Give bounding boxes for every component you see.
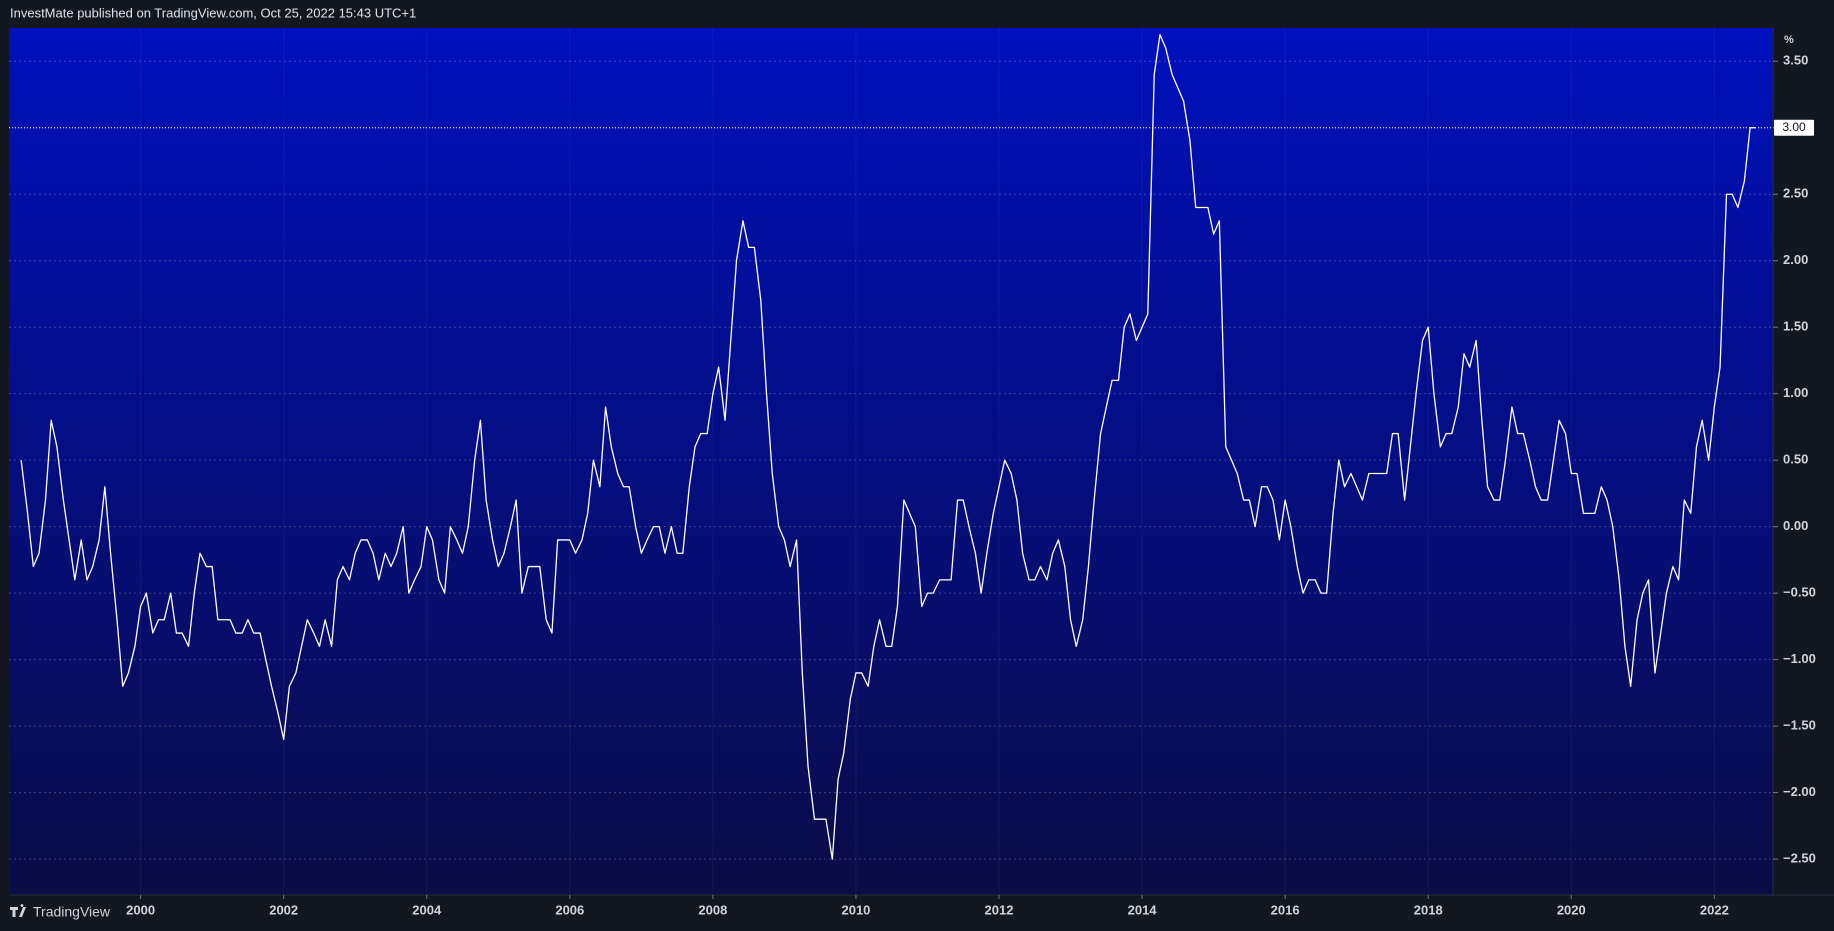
header: InvestMate published on TradingView.com,… xyxy=(10,5,416,20)
last-value-label: 3.00 xyxy=(1782,120,1806,134)
y-tick-label: 2.00 xyxy=(1783,252,1808,267)
y-tick-label: 3.50 xyxy=(1783,53,1808,68)
logo-icon xyxy=(10,904,26,917)
x-tick-label: 2000 xyxy=(126,902,155,917)
y-tick-label: −1.50 xyxy=(1783,718,1816,733)
y-tick-label: −0.50 xyxy=(1783,585,1816,600)
x-tick-label: 2006 xyxy=(555,902,584,917)
y-tick-label: 0.00 xyxy=(1783,518,1808,533)
x-tick-label: 2014 xyxy=(1128,902,1158,917)
x-tick-label: 2016 xyxy=(1271,902,1300,917)
x-tick-label: 2002 xyxy=(269,902,298,917)
x-tick-label: 2010 xyxy=(841,902,870,917)
y-unit: % xyxy=(1784,34,1794,46)
y-tick-label: 1.00 xyxy=(1783,385,1808,400)
x-tick-label: 2012 xyxy=(985,902,1014,917)
y-tick-label: −1.00 xyxy=(1783,651,1816,666)
y-tick-label: −2.00 xyxy=(1783,784,1816,799)
last-value-box xyxy=(1774,119,1814,136)
x-tick-label: 2018 xyxy=(1414,902,1443,917)
y-tick-label: 1.50 xyxy=(1783,319,1808,334)
plot-area xyxy=(9,28,1773,895)
y-tick-label: 2.50 xyxy=(1783,186,1808,201)
x-tick-label: 2020 xyxy=(1557,902,1586,917)
y-tick-label: 0.50 xyxy=(1783,452,1808,467)
data-line xyxy=(20,34,1756,860)
x-tick-label: 2004 xyxy=(412,902,442,917)
logo xyxy=(10,904,26,917)
y-tick-label: −2.50 xyxy=(1783,851,1816,866)
x-tick-label: 2022 xyxy=(1700,902,1729,917)
x-tick-label: 2008 xyxy=(698,902,727,917)
footer-brand: TradingView xyxy=(33,904,111,920)
